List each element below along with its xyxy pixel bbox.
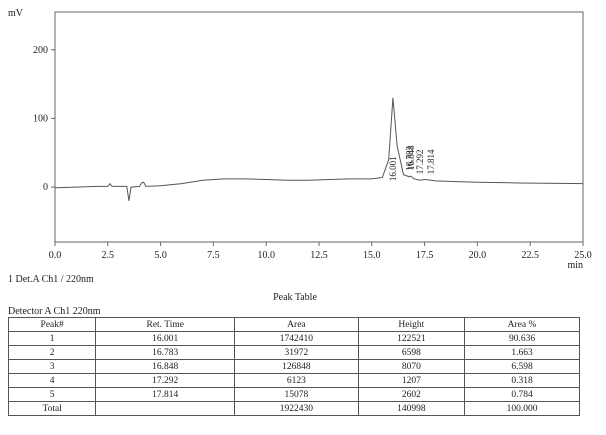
cell: 6123 bbox=[234, 373, 359, 388]
peak-table: Peak# Ret. Time Area Height Area % 1 16.001 174… bbox=[7, 317, 580, 416]
header-cell: Ret. Time bbox=[95, 317, 236, 332]
cell: 6598 bbox=[357, 345, 466, 360]
x-tick-label: 15.0 bbox=[363, 250, 381, 261]
cell: 15078 bbox=[234, 387, 359, 402]
header-cell: Peak# bbox=[7, 317, 97, 332]
row: 1 16.001 1742410 122521 90.636 bbox=[7, 331, 580, 346]
cell: 0.784 bbox=[464, 387, 580, 402]
peak-label: 16.783 bbox=[404, 146, 414, 171]
peak-label: 16.001 bbox=[388, 156, 398, 181]
cell: 5 bbox=[7, 387, 97, 402]
x-tick-label: 12.5 bbox=[310, 250, 328, 261]
cell: 4 bbox=[7, 373, 97, 388]
cell: 1 bbox=[7, 331, 97, 346]
y-tick-label: 200 bbox=[33, 45, 48, 56]
cell: 8070 bbox=[357, 359, 466, 374]
x-tick-label: 25.0 bbox=[574, 250, 592, 261]
y-tick-label: 0 bbox=[43, 182, 48, 193]
x-tick-label: 0.0 bbox=[49, 250, 62, 261]
cell: 140998 bbox=[357, 401, 466, 416]
peak-label: 17.292 bbox=[415, 149, 425, 174]
peak-label: 17.814 bbox=[426, 149, 436, 174]
cell: 16.848 bbox=[95, 359, 236, 374]
x-tick-label: 20.0 bbox=[469, 250, 487, 261]
row: 2 16.783 31972 6598 1.663 bbox=[7, 345, 580, 360]
x-tick-label: 2.5 bbox=[102, 250, 115, 261]
peak-label: 16.848 bbox=[406, 145, 416, 170]
cell: 2 bbox=[7, 345, 97, 360]
header-cell: Area bbox=[234, 317, 359, 332]
cell: 122521 bbox=[357, 331, 466, 346]
table-subtitle: Detector A Ch1 220nm bbox=[8, 306, 101, 317]
row: Total 1922430 140998 100.000 bbox=[7, 401, 580, 416]
cell: 3 bbox=[7, 359, 97, 374]
cell: 1.663 bbox=[464, 345, 580, 360]
table-title: Peak Table bbox=[273, 292, 317, 303]
header-cell: Area % bbox=[464, 317, 580, 332]
row: 3 16.848 126848 8070 6.598 bbox=[7, 359, 580, 374]
x-tick-label: 10.0 bbox=[257, 250, 275, 261]
y-tick-label: 100 bbox=[33, 113, 48, 124]
header-cell: Height bbox=[357, 317, 466, 332]
row: 4 17.292 6123 1207 0.318 bbox=[7, 373, 580, 388]
cell: 2602 bbox=[357, 387, 466, 402]
cell: 31972 bbox=[234, 345, 359, 360]
cell: 0.318 bbox=[464, 373, 580, 388]
caption: 1 Det.A Ch1 / 220nm bbox=[8, 274, 94, 285]
cell: 16.001 bbox=[95, 331, 236, 346]
x-unit: min bbox=[567, 260, 583, 271]
cell: 1207 bbox=[357, 373, 466, 388]
cell: 6.598 bbox=[464, 359, 580, 374]
cell: 126848 bbox=[234, 359, 359, 374]
x-tick-label: 5.0 bbox=[154, 250, 167, 261]
cell: 17.292 bbox=[95, 373, 236, 388]
cell: 1922430 bbox=[234, 401, 359, 416]
x-tick-label: 17.5 bbox=[416, 250, 434, 261]
cell: 16.783 bbox=[95, 345, 236, 360]
y-unit: mV bbox=[8, 8, 24, 19]
header-row: Peak# Ret. Time Area Height Area % bbox=[7, 317, 580, 332]
x-tick-label: 22.5 bbox=[521, 250, 539, 261]
trace bbox=[54, 97, 584, 201]
cell: 100.000 bbox=[464, 401, 580, 416]
cell: 90.636 bbox=[464, 331, 580, 346]
cell: Total bbox=[7, 401, 97, 416]
cell bbox=[95, 401, 236, 416]
chromatogram: mV min 0 100 200 0.0 2.5 5.0 7.5 10.0 12.5 15.0 17… bbox=[8, 8, 592, 271]
cell: 17.814 bbox=[95, 387, 236, 402]
plot-frame bbox=[54, 11, 584, 243]
cell: 1742410 bbox=[234, 331, 359, 346]
row: 5 17.814 15078 2602 0.784 bbox=[7, 387, 580, 402]
x-tick-label: 7.5 bbox=[207, 250, 220, 261]
